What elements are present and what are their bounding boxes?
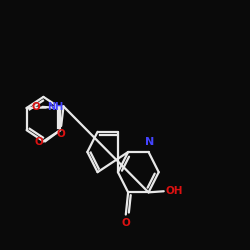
Text: NH: NH [48,102,64,112]
Text: OH: OH [166,186,183,196]
Text: O: O [31,102,40,112]
Text: O: O [34,138,43,147]
Text: O: O [57,129,66,139]
Text: O: O [122,218,130,228]
Text: N: N [145,137,154,147]
